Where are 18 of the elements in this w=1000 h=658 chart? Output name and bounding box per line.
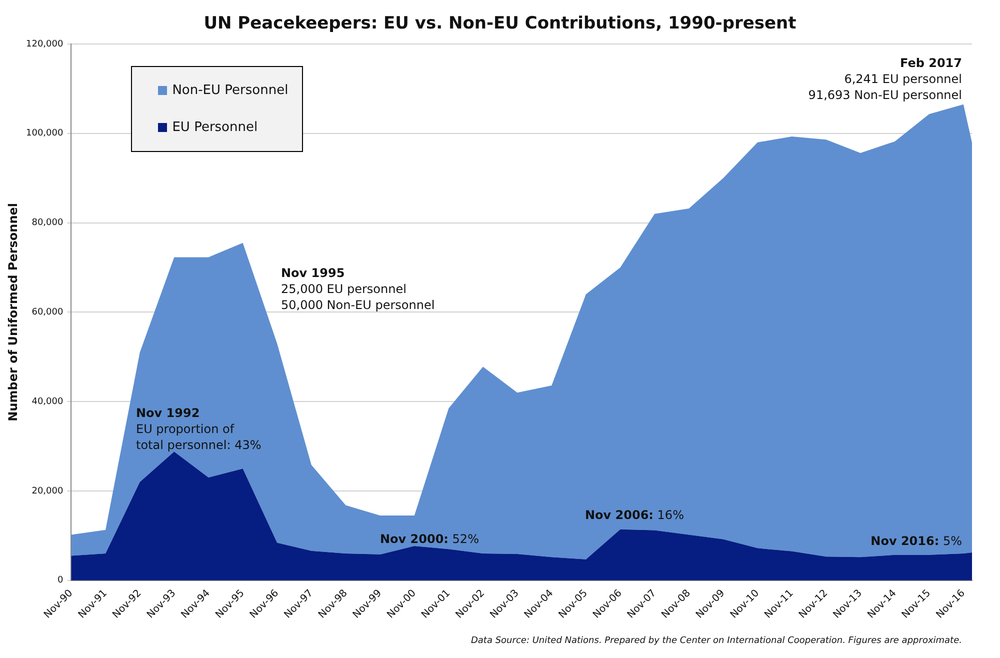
legend-label: Non-EU Personnel <box>172 83 288 98</box>
y-tick-label: 60,000 <box>32 308 64 318</box>
chart-title: UN Peacekeepers: EU vs. Non-EU Contributions, 1990-present <box>204 13 796 34</box>
annotation: Nov 2006: 16% <box>585 508 684 522</box>
annotation: Nov 1995 25,000 EU personnel 50,000 Non-EU personnel <box>281 266 435 312</box>
y-tick-label: 80,000 <box>32 218 64 228</box>
y-tick-label: 0 <box>57 576 64 586</box>
y-tick-label: 100,000 <box>26 128 64 139</box>
y-tick-label: 40,000 <box>32 396 64 407</box>
legend-label: EU Personnel <box>172 120 258 135</box>
annotation: Nov 2016: 5% <box>870 534 962 548</box>
y-tick-label: 20,000 <box>32 486 64 496</box>
annotation: Feb 2017 6,241 EU personnel 91,693 Non-EU personnel <box>808 56 962 102</box>
source-note: Data Source: United Nations. Prepared by the Center on International Cooperation. Figures are approximate. <box>470 636 962 646</box>
y-axis-title: Number of Uniformed Personnel <box>6 203 20 422</box>
annotation: Nov 1992 EU proportion of total personnel: 43% <box>136 406 262 452</box>
annotation: Nov 2000: 52% <box>380 532 479 546</box>
y-tick-label: 120,000 <box>26 39 64 50</box>
